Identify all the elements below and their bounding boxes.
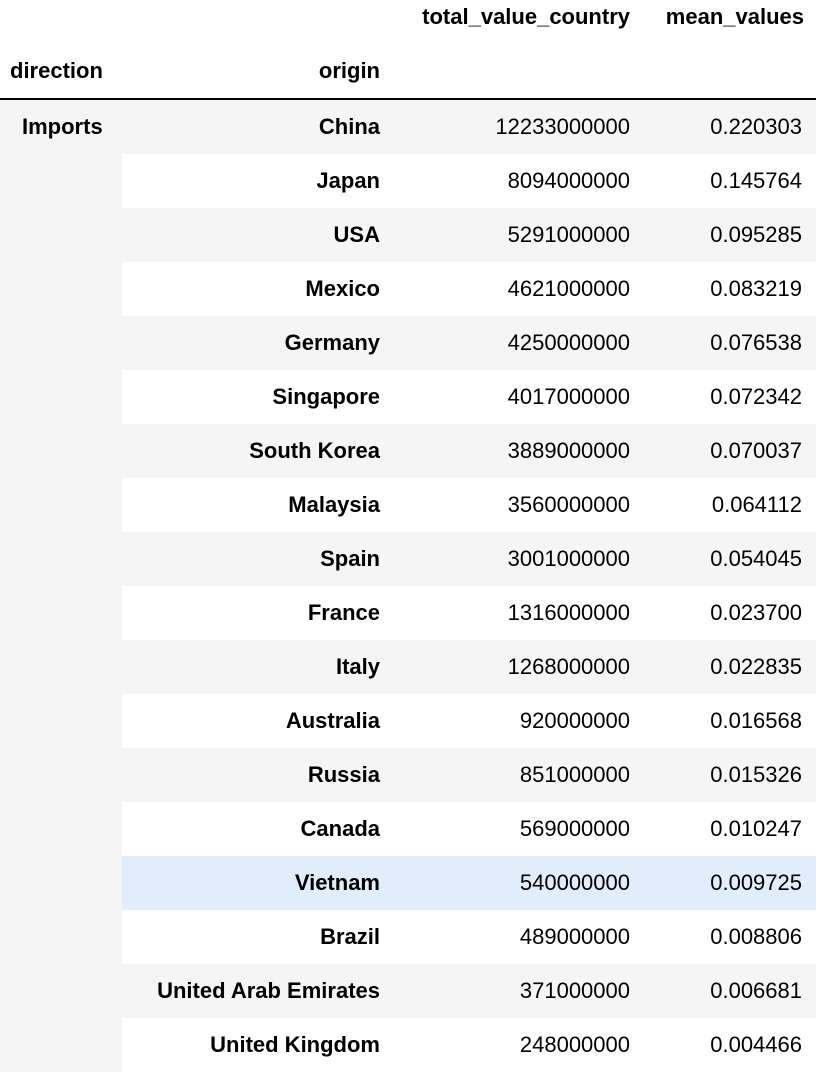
table-row: Italy 1268000000 0.022835 (0, 640, 816, 694)
row-label-origin: Germany (122, 316, 392, 370)
cell-mean-values: 0.072342 (642, 370, 816, 424)
table-row: Brazil 489000000 0.008806 (0, 910, 816, 964)
column-header-total-value-country: total_value_country (392, 0, 642, 44)
table-row: Canada 569000000 0.010247 (0, 802, 816, 856)
cell-total-value-country: 489000000 (392, 910, 642, 964)
cell-total-value-country: 3889000000 (392, 424, 642, 478)
row-label-origin: Mexico (122, 262, 392, 316)
table-body: Imports China 12233000000 0.220303 Japan 8094… (0, 99, 816, 1072)
index-name-direction: direction (0, 44, 122, 100)
column-header-mean-values: mean_values (642, 0, 816, 44)
cell-total-value-country: 1316000000 (392, 586, 642, 640)
cell-mean-values: 0.008806 (642, 910, 816, 964)
cell-total-value-country: 540000000 (392, 856, 642, 910)
cell-mean-values: 0.016568 (642, 694, 816, 748)
cell-total-value-country: 4250000000 (392, 316, 642, 370)
cell-mean-values: 0.083219 (642, 262, 816, 316)
row-label-origin: Malaysia (122, 478, 392, 532)
blank-header-cell (0, 0, 122, 44)
cell-total-value-country: 12233000000 (392, 99, 642, 154)
row-label-origin: Canada (122, 802, 392, 856)
row-label-origin: Japan (122, 154, 392, 208)
cell-total-value-country: 5291000000 (392, 208, 642, 262)
cell-mean-values: 0.064112 (642, 478, 816, 532)
cell-mean-values: 0.004466 (642, 1018, 816, 1072)
blank-header-cell (122, 0, 392, 44)
row-label-origin: United Arab Emirates (122, 964, 392, 1018)
table-row: USA 5291000000 0.095285 (0, 208, 816, 262)
cell-mean-values: 0.009725 (642, 856, 816, 910)
table-row: France 1316000000 0.023700 (0, 586, 816, 640)
cell-total-value-country: 569000000 (392, 802, 642, 856)
row-label-origin: USA (122, 208, 392, 262)
cell-mean-values: 0.006681 (642, 964, 816, 1018)
row-label-origin: South Korea (122, 424, 392, 478)
column-header-row: total_value_country mean_values (0, 0, 816, 44)
cell-total-value-country: 248000000 (392, 1018, 642, 1072)
table-row: Vietnam 540000000 0.009725 (0, 856, 816, 910)
blank-header-cell (392, 44, 642, 100)
index-name-row: direction origin (0, 44, 816, 100)
row-label-origin: Italy (122, 640, 392, 694)
cell-mean-values: 0.010247 (642, 802, 816, 856)
row-label-origin: Singapore (122, 370, 392, 424)
cell-mean-values: 0.023700 (642, 586, 816, 640)
cell-mean-values: 0.022835 (642, 640, 816, 694)
row-label-origin: Australia (122, 694, 392, 748)
row-label-origin: Russia (122, 748, 392, 802)
row-label-origin: Spain (122, 532, 392, 586)
table-row: United Arab Emirates 371000000 0.006681 (0, 964, 816, 1018)
cell-mean-values: 0.220303 (642, 99, 816, 154)
table-row: Spain 3001000000 0.054045 (0, 532, 816, 586)
cell-total-value-country: 4017000000 (392, 370, 642, 424)
cell-total-value-country: 3001000000 (392, 532, 642, 586)
cell-total-value-country: 4621000000 (392, 262, 642, 316)
cell-total-value-country: 1268000000 (392, 640, 642, 694)
table-row: South Korea 3889000000 0.070037 (0, 424, 816, 478)
row-group-label: Imports (0, 99, 122, 1072)
row-label-origin: Vietnam (122, 856, 392, 910)
table-row: Mexico 4621000000 0.083219 (0, 262, 816, 316)
table-row: Russia 851000000 0.015326 (0, 748, 816, 802)
cell-total-value-country: 851000000 (392, 748, 642, 802)
blank-header-cell (642, 44, 816, 100)
table-row: Singapore 4017000000 0.072342 (0, 370, 816, 424)
cell-mean-values: 0.015326 (642, 748, 816, 802)
index-name-origin: origin (122, 44, 392, 100)
cell-mean-values: 0.076538 (642, 316, 816, 370)
cell-mean-values: 0.095285 (642, 208, 816, 262)
table-row: Australia 920000000 0.016568 (0, 694, 816, 748)
row-label-origin: France (122, 586, 392, 640)
row-label-origin: Brazil (122, 910, 392, 964)
cell-total-value-country: 920000000 (392, 694, 642, 748)
table-row: United Kingdom 248000000 0.004466 (0, 1018, 816, 1072)
table-header: total_value_country mean_values directio… (0, 0, 816, 100)
table-row: Japan 8094000000 0.145764 (0, 154, 816, 208)
row-label-origin: United Kingdom (122, 1018, 392, 1072)
table-row: Imports China 12233000000 0.220303 (0, 99, 816, 1072)
cell-mean-values: 0.145764 (642, 154, 816, 208)
table-row: Malaysia 3560000000 0.064112 (0, 478, 816, 532)
cell-total-value-country: 3560000000 (392, 478, 642, 532)
cell-mean-values: 0.070037 (642, 424, 816, 478)
cell-total-value-country: 371000000 (392, 964, 642, 1018)
cell-mean-values: 0.054045 (642, 532, 816, 586)
table-row: Germany 4250000000 0.076538 (0, 316, 816, 370)
cell-total-value-country: 8094000000 (392, 154, 642, 208)
row-label-origin: China (122, 99, 392, 154)
